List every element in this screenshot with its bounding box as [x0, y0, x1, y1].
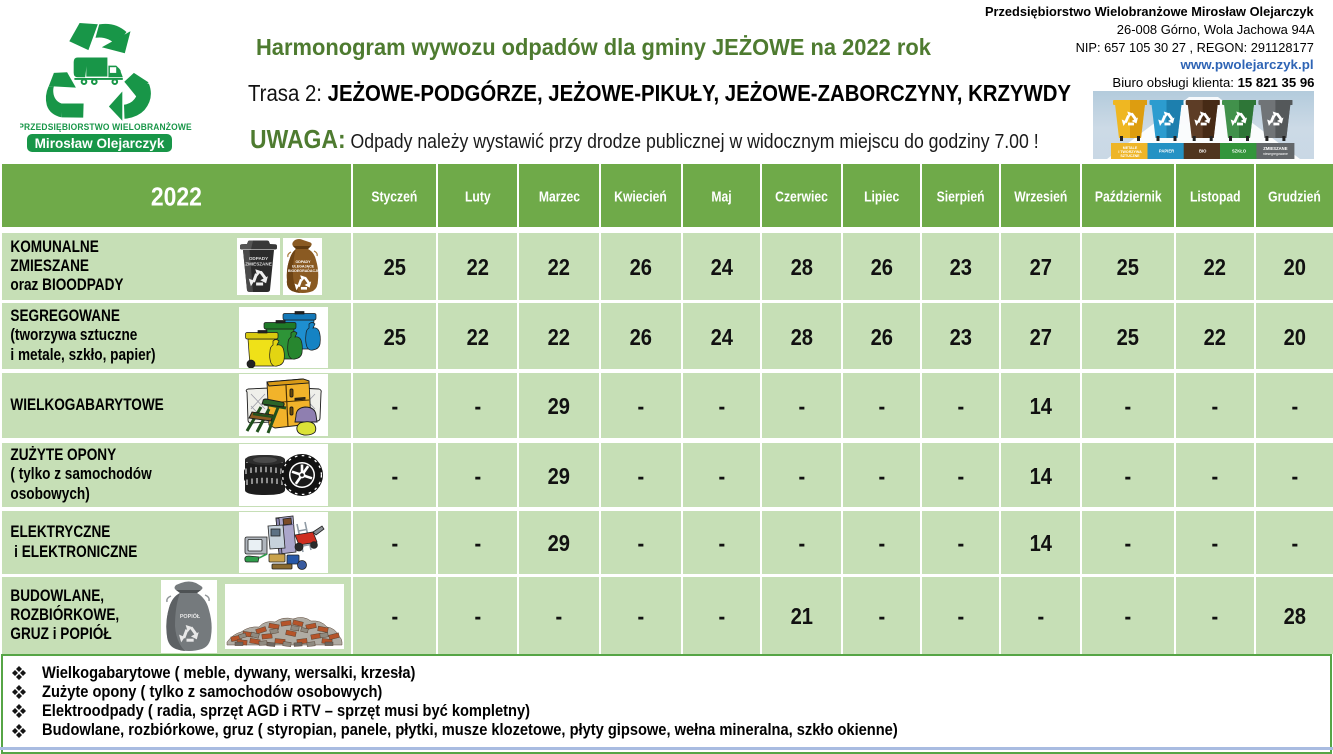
svg-text:PRZEDSIĘBIORSTWO WIELOBRANŻOWE: PRZEDSIĘBIORSTWO WIELOBRANŻOWE — [20, 122, 192, 133]
svg-text:ZMIESZANE: ZMIESZANE — [245, 262, 272, 267]
svg-text:POPIÓŁ: POPIÓŁ — [180, 612, 201, 620]
svg-text:niesegregowane: niesegregowane — [1263, 152, 1288, 156]
svg-text:METALE: METALE — [1123, 146, 1138, 150]
svg-text:ULEGAJĄCE: ULEGAJĄCE — [292, 265, 315, 269]
svg-text:BIODEGRADACJI: BIODEGRADACJI — [288, 269, 318, 273]
svg-text:PAPIER: PAPIER — [1159, 149, 1174, 154]
svg-text:I TWORZYWA: I TWORZYWA — [1118, 150, 1142, 154]
svg-text:SZKŁO: SZKŁO — [1232, 149, 1247, 154]
svg-text:ODPADY: ODPADY — [249, 256, 268, 261]
svg-text:BIO: BIO — [1199, 149, 1207, 154]
svg-text:ODPADY: ODPADY — [295, 260, 311, 264]
svg-text:ZMIESZANE: ZMIESZANE — [1263, 146, 1287, 151]
svg-text:SZTUCZNE: SZTUCZNE — [1120, 154, 1140, 158]
svg-text:Mirosław Olejarczyk: Mirosław Olejarczyk — [35, 136, 165, 151]
